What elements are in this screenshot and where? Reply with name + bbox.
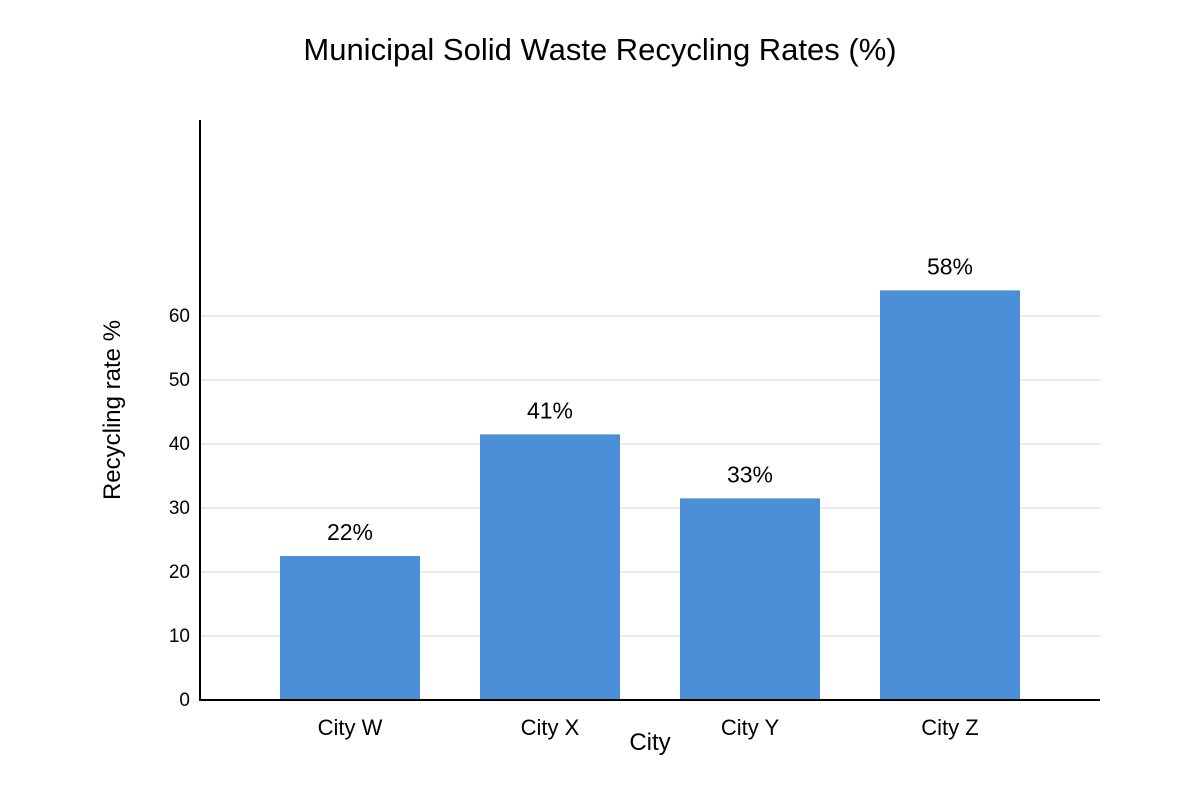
y-tick-label: 40 xyxy=(169,434,190,455)
y-tick-label: 20 xyxy=(169,562,190,583)
data-label: 58% xyxy=(927,253,973,279)
data-label: 33% xyxy=(727,461,773,487)
y-tick-label: 0 xyxy=(179,690,190,711)
bars xyxy=(280,290,1020,700)
bar xyxy=(880,290,1020,700)
x-axis-label: City xyxy=(629,729,670,756)
chart-title: Municipal Solid Waste Recycling Rates (%… xyxy=(303,32,896,67)
x-tick-label: City Z xyxy=(921,715,978,740)
bar xyxy=(680,498,820,700)
x-tick-label: City W xyxy=(318,715,383,740)
x-tick-label: City Y xyxy=(721,715,780,740)
x-tick-labels: City W City X City Y City Z xyxy=(318,715,979,740)
data-label: 41% xyxy=(527,397,573,423)
y-tick-label: 50 xyxy=(169,370,190,391)
bar xyxy=(480,434,620,700)
y-tick-label: 30 xyxy=(169,498,190,519)
data-labels: 22% 41% 33% 58% xyxy=(327,253,973,545)
y-tick-label: 10 xyxy=(169,626,190,647)
y-tick-labels: 0 10 20 30 40 50 60 xyxy=(169,306,190,711)
y-axis-label: Recycling rate % xyxy=(99,320,126,500)
x-tick-label: City X xyxy=(521,715,580,740)
bar xyxy=(280,556,420,700)
data-label: 22% xyxy=(327,519,373,545)
y-tick-label: 60 xyxy=(169,306,190,327)
